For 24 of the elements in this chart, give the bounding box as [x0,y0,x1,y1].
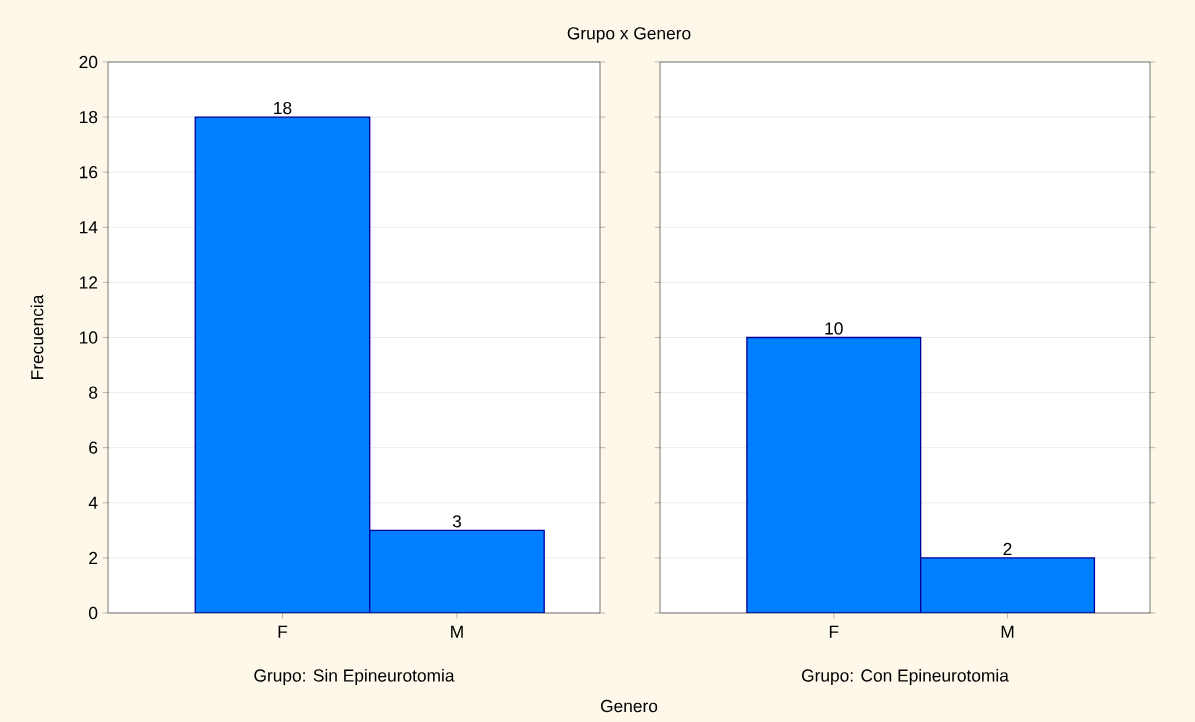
y-tick-label: 6 [89,441,98,454]
y-tick-label: 14 [80,221,98,234]
y-tick-label: 2 [89,551,98,564]
y-tick-label: 12 [80,276,98,289]
y-tick-label: 4 [88,496,98,509]
data-label: 3 [452,515,462,528]
data-label: 2 [1003,542,1012,555]
x-axis-title: Grupo: Sin Epineurotomia [254,668,455,686]
x-tick-label: M [451,625,463,638]
x-axis-title: Grupo: Con Epineurotomia [801,668,1009,686]
data-label: 18 [274,101,292,115]
y-tick-label: 10 [80,331,98,344]
y-axis-title: Frecuencia [30,294,44,379]
y-tick-label: 8 [89,386,98,399]
x-tick-label: M [1001,625,1014,638]
chart-title: Grupo x Genero [567,27,691,43]
text: Genero [600,699,658,713]
x-tick-label: F [278,625,288,638]
y-tick-label: 18 [80,110,98,124]
y-tick-label: 16 [80,166,98,179]
data-label: 10 [825,322,843,335]
y-tick-label: 20 [79,55,98,69]
x-tick-label: F [829,625,839,638]
y-tick-label: 0 [88,606,98,620]
